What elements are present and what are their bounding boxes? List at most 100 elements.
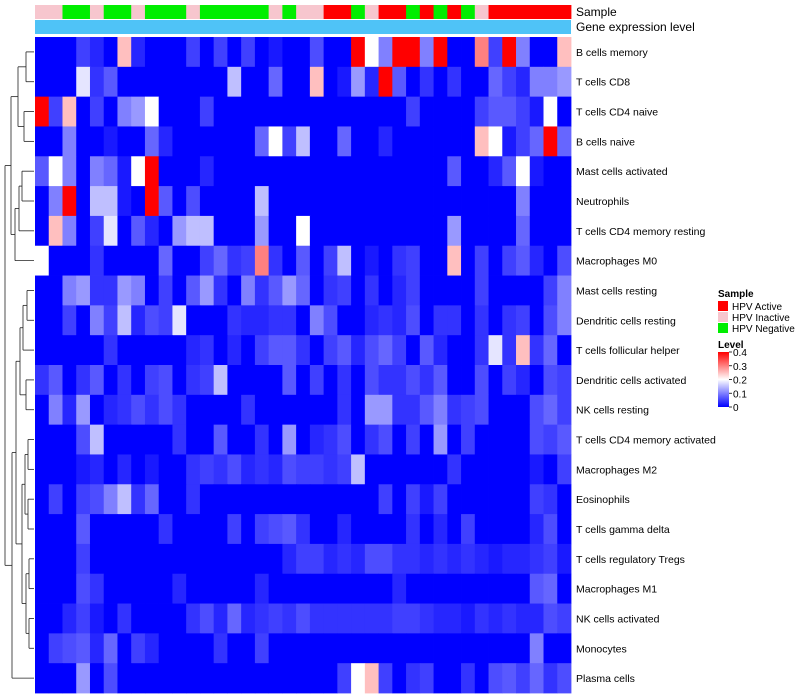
heatmap-cell <box>186 454 201 485</box>
heatmap-cell <box>282 245 297 276</box>
heatmap-cell <box>76 365 91 396</box>
heatmap-cell <box>48 454 63 485</box>
heatmap-cell <box>557 66 572 98</box>
heatmap-cell <box>309 663 325 694</box>
sample-cell-hpv-negative <box>158 5 173 19</box>
heatmap-cell <box>337 37 352 68</box>
heatmap-cell <box>309 186 325 217</box>
heatmap-cell <box>117 603 132 634</box>
heatmap-cell <box>48 156 63 187</box>
heatmap-cell <box>186 275 201 306</box>
heatmap-cell <box>186 215 201 247</box>
row-label-dendritic-cells-resting: Dendritic cells resting <box>576 315 676 327</box>
heatmap-cell <box>543 365 558 396</box>
heatmap-cell <box>131 573 146 604</box>
heatmap-cell <box>186 365 201 396</box>
heatmap-cell <box>502 126 517 157</box>
heatmap-cell <box>158 156 173 187</box>
legend-swatch-hpv-negative <box>718 323 728 333</box>
heatmap-cell <box>103 633 118 664</box>
heatmap-cell <box>351 514 366 545</box>
heatmap-cell <box>392 543 407 575</box>
row-label-neutrophils: Neutrophils <box>576 196 629 208</box>
heatmap-cell <box>227 335 242 366</box>
sample-cell-hpv-negative <box>433 5 448 19</box>
heatmap-cell <box>89 365 105 396</box>
heatmap-cell <box>337 514 352 545</box>
heatmap-cell <box>131 37 146 68</box>
heatmap-cell <box>516 484 531 515</box>
heatmap-cell <box>131 96 146 127</box>
heatmap-cell <box>516 394 531 426</box>
heatmap-cell <box>282 66 297 98</box>
heatmap-cell <box>35 514 50 545</box>
heatmap-cell <box>488 37 503 68</box>
heatmap-cell <box>296 454 311 485</box>
heatmap-cell <box>62 633 77 664</box>
sample-cell-hpv-active <box>488 5 503 19</box>
heatmap-cell <box>461 573 476 604</box>
sample-cell-hpv-negative <box>172 5 187 19</box>
heatmap-cell <box>502 365 517 396</box>
heatmap-cell <box>419 424 434 455</box>
heatmap-cell <box>406 96 421 127</box>
heatmap-cell <box>144 663 160 694</box>
heatmap-cell <box>406 543 421 575</box>
heatmap-cell <box>158 394 173 426</box>
heatmap-cell <box>144 573 160 604</box>
heatmap-cell <box>144 96 160 127</box>
heatmap-cell <box>529 603 544 634</box>
sample-cell-hpv-negative <box>227 5 242 19</box>
heatmap-cell <box>529 126 544 157</box>
heatmap-cell <box>213 633 228 664</box>
heatmap-cell <box>433 603 448 634</box>
heatmap-cell <box>364 365 379 396</box>
row-label-macrophages-m2: Macrophages M2 <box>576 464 657 476</box>
heatmap-cell <box>144 633 160 664</box>
heatmap-cell <box>172 543 187 575</box>
heatmap-cell <box>62 484 77 515</box>
level-ticks: 0.4 0.3 0.2 0.1 0 <box>729 348 747 414</box>
heatmap-cell <box>131 484 146 515</box>
heatmap-cell <box>296 484 311 515</box>
heatmap-cell <box>529 335 544 366</box>
heatmap-cell <box>35 186 50 217</box>
heatmap-cell <box>419 66 434 98</box>
row-label-t-cells-cd4-memory-activated: T cells CD4 memory activated <box>576 435 716 447</box>
heatmap-cell <box>364 245 379 276</box>
heatmap-cell <box>282 514 297 545</box>
heatmap-cell <box>392 156 407 187</box>
heatmap-cell <box>351 245 366 276</box>
heatmap-cell <box>557 156 572 187</box>
heatmap-cell <box>543 484 558 515</box>
heatmap-cell <box>117 186 132 217</box>
heatmap-cell <box>199 186 215 217</box>
heatmap-cell <box>502 96 517 127</box>
heatmap-cell <box>172 514 187 545</box>
heatmap-cell <box>131 66 146 98</box>
heatmap-cell <box>337 424 352 455</box>
heatmap-cell <box>103 305 118 336</box>
heatmap-cell <box>529 37 544 68</box>
heatmap-cell <box>199 245 215 276</box>
heatmap-cell <box>241 126 256 157</box>
heatmap-cell <box>392 573 407 604</box>
heatmap-cell <box>241 484 256 515</box>
heatmap-cell <box>254 543 270 575</box>
heatmap-cell <box>62 424 77 455</box>
heatmap-cell <box>447 514 462 545</box>
heatmap-cell <box>337 126 352 157</box>
heatmap-cell <box>461 603 476 634</box>
heatmap-cell <box>241 245 256 276</box>
heatmap-cell <box>296 66 311 98</box>
heatmap-cell <box>282 633 297 664</box>
heatmap-cell <box>433 454 448 485</box>
heatmap-cell <box>378 394 393 426</box>
heatmap-cell <box>529 633 544 664</box>
heatmap-cell <box>309 215 325 247</box>
heatmap-cell <box>227 514 242 545</box>
heatmap-cell <box>309 335 325 366</box>
heatmap-cell <box>186 126 201 157</box>
heatmap-cell <box>254 126 270 157</box>
heatmap-cell <box>213 394 228 426</box>
